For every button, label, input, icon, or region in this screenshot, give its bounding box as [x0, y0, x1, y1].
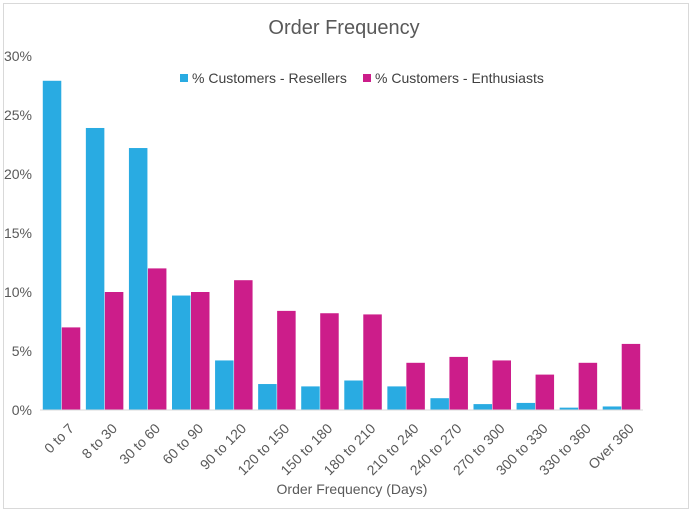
legend-label-resellers: % Customers - Resellers: [192, 70, 347, 86]
legend-swatch-resellers: [180, 74, 188, 82]
legend-swatch-enthusiasts: [363, 74, 371, 82]
bar-enthusiasts: [535, 374, 555, 410]
bar-enthusiasts: [320, 313, 339, 410]
bar-resellers: [516, 402, 536, 410]
bar-resellers: [602, 406, 622, 410]
bar-resellers: [172, 295, 191, 410]
x-tick-label: 30 to 60: [116, 420, 163, 467]
y-tick-label: 0%: [12, 402, 32, 418]
y-tick-label: 15%: [4, 225, 32, 241]
bar-enthusiasts: [363, 314, 382, 410]
bar-resellers: [258, 384, 277, 410]
bar-resellers: [344, 380, 363, 410]
bar-resellers: [430, 398, 449, 410]
x-tick-label: Over 360: [585, 420, 637, 472]
y-tick-label: 25%: [4, 107, 32, 123]
bars: [42, 80, 641, 411]
chart-title: Order Frequency: [268, 17, 419, 39]
bar-enthusiasts: [621, 343, 641, 410]
x-tick-label: 0 to 7: [41, 420, 77, 456]
y-tick-label: 30%: [4, 48, 32, 64]
chart-legend: % Customers - Resellers % Customers - En…: [180, 70, 544, 86]
bar-resellers: [473, 404, 492, 410]
bar-enthusiasts: [61, 327, 81, 410]
bar-enthusiasts: [578, 362, 598, 410]
bar-resellers: [301, 386, 320, 410]
bar-enthusiasts: [277, 310, 296, 410]
bar-resellers: [42, 80, 62, 410]
y-axis: 0% 5% 10% 15% 20% 25% 30%: [4, 48, 32, 418]
bar-resellers: [559, 407, 579, 410]
bar-enthusiasts: [492, 360, 511, 410]
bar-resellers: [128, 148, 148, 411]
x-axis-title: Order Frequency (Days): [277, 481, 428, 497]
y-tick-label: 5%: [12, 343, 32, 359]
y-tick-label: 20%: [4, 166, 32, 182]
bar-enthusiasts: [449, 356, 468, 410]
bar-resellers: [85, 127, 105, 410]
bar-enthusiasts: [234, 280, 253, 410]
bar-resellers: [387, 386, 406, 410]
y-tick-label: 10%: [4, 284, 32, 300]
chart-frame: [3, 3, 689, 509]
bar-enthusiasts: [406, 362, 425, 410]
bar-enthusiasts: [104, 292, 124, 410]
x-tick-label: 8 to 30: [78, 420, 120, 462]
legend-label-enthusiasts: % Customers - Enthusiasts: [375, 70, 544, 86]
bar-enthusiasts: [191, 292, 210, 410]
bar-enthusiasts: [147, 268, 167, 410]
bar-resellers: [215, 360, 234, 410]
